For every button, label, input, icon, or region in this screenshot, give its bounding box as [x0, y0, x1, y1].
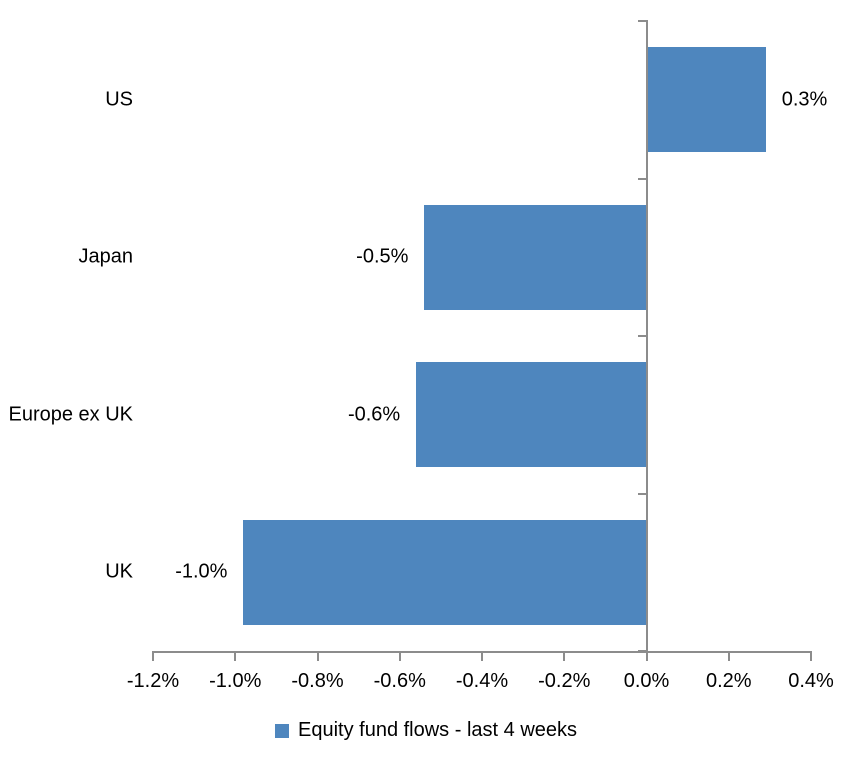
legend-label: Equity fund flows - last 4 weeks: [297, 719, 578, 741]
x-tick-label: 0.4%: [788, 670, 834, 692]
x-axis-tick: [563, 651, 566, 661]
x-axis-tick: [645, 651, 648, 661]
bar: [416, 362, 647, 468]
x-axis-tick: [234, 651, 237, 661]
x-tick-label: -1.0%: [209, 670, 262, 692]
category-label: Japan: [78, 245, 134, 268]
category-label: UK: [105, 560, 133, 583]
x-axis-tick: [481, 651, 483, 661]
x-tick-label: -0.8%: [291, 670, 344, 692]
x-axis-tick: [398, 651, 401, 661]
y-axis-tick: [637, 20, 648, 22]
x-axis-tick: [152, 651, 154, 661]
x-axis-tick: [810, 651, 812, 661]
legend: Equity fund flows - last 4 weeks: [274, 719, 578, 742]
x-axis-tick: [316, 651, 319, 661]
category-label: US: [105, 88, 133, 111]
bar: [243, 519, 647, 625]
bar: [646, 47, 766, 153]
x-tick-label: -0.6%: [373, 670, 426, 692]
y-axis-tick: [637, 335, 648, 337]
legend-swatch-icon: [274, 723, 289, 738]
x-tick-label: -0.2%: [538, 670, 591, 692]
y-axis-tick: [637, 492, 648, 495]
data-label: -0.5%: [356, 245, 409, 268]
bar: [424, 204, 647, 310]
y-axis-tick: [637, 177, 648, 180]
data-label: -1.0%: [175, 560, 228, 583]
x-axis-tick: [727, 651, 730, 661]
x-tick-label: -1.2%: [126, 670, 180, 692]
data-label: 0.3%: [781, 88, 828, 111]
x-tick-label: -0.4%: [455, 670, 509, 692]
x-tick-label: 0.2%: [705, 670, 752, 692]
y-axis-line: [645, 21, 648, 653]
data-label: -0.6%: [347, 403, 401, 426]
x-tick-label: 0.0%: [623, 670, 670, 692]
category-label: Europe ex UK: [8, 403, 133, 426]
